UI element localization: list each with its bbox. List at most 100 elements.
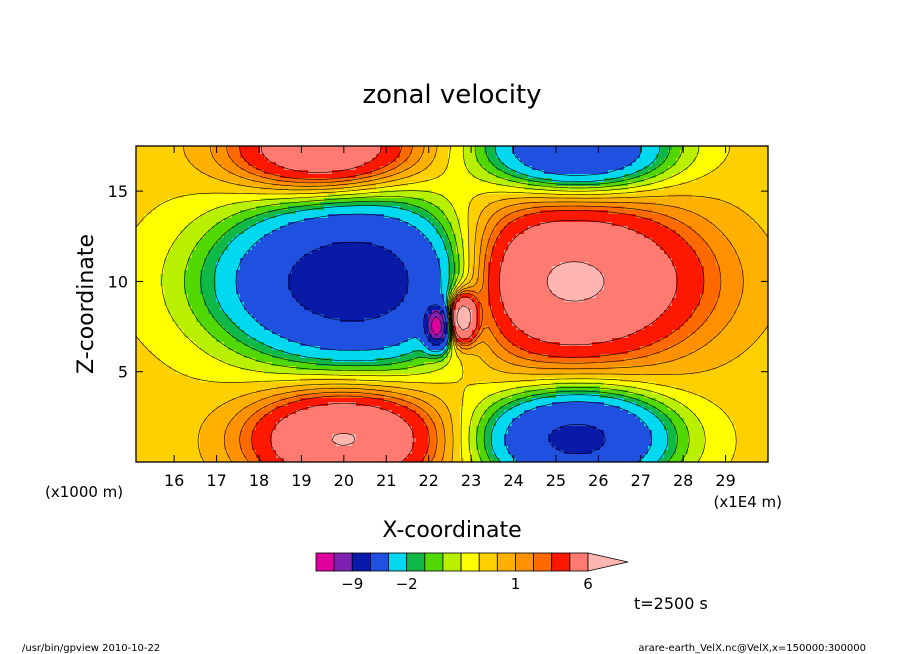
field-cell — [500, 210, 505, 215]
field-cell — [228, 238, 233, 243]
field-cell — [660, 250, 665, 255]
field-cell — [288, 230, 293, 235]
field-cell — [360, 186, 365, 191]
field-cell — [404, 254, 409, 259]
field-cell — [328, 154, 333, 159]
field-cell — [672, 182, 677, 187]
field-cell — [364, 226, 369, 231]
field-cell — [244, 254, 249, 259]
field-cell — [700, 182, 705, 187]
field-cell — [612, 158, 617, 163]
field-cell — [636, 150, 641, 155]
field-cell — [184, 242, 189, 247]
field-cell — [348, 234, 353, 239]
field-cell — [648, 266, 653, 271]
field-cell — [468, 238, 473, 243]
field-cell — [256, 202, 261, 207]
field-cell — [708, 258, 713, 263]
field-cell — [396, 242, 401, 247]
field-cell — [732, 182, 737, 187]
field-cell — [424, 190, 429, 195]
field-cell — [156, 158, 161, 163]
field-cell — [720, 262, 725, 267]
field-cell — [412, 254, 417, 259]
field-cell — [308, 146, 313, 151]
field-cell — [604, 262, 609, 267]
field-cell — [496, 202, 501, 207]
field-cell — [488, 146, 493, 151]
field-cell — [608, 246, 613, 251]
field-cell — [396, 178, 401, 183]
field-cell — [608, 222, 613, 227]
field-cell — [208, 254, 213, 259]
field-cell — [260, 218, 265, 223]
field-cell — [724, 258, 729, 263]
field-cell — [192, 202, 197, 207]
field-cell — [524, 234, 529, 239]
field-cell — [688, 202, 693, 207]
field-cell — [664, 170, 669, 175]
field-cell — [172, 214, 177, 219]
field-cell — [204, 178, 209, 183]
field-cell — [580, 174, 585, 179]
field-cell — [600, 214, 605, 219]
field-cell — [344, 226, 349, 231]
field-cell — [672, 154, 677, 159]
field-cell — [572, 202, 577, 207]
field-cell — [396, 154, 401, 159]
field-cell — [332, 154, 337, 159]
field-cell — [656, 190, 661, 195]
field-cell — [512, 166, 517, 171]
field-cell — [156, 154, 161, 159]
field-cell — [728, 202, 733, 207]
field-cell — [700, 198, 705, 203]
field-cell — [528, 210, 533, 215]
field-cell — [604, 226, 609, 231]
field-cell — [508, 238, 513, 243]
field-cell — [356, 178, 361, 183]
field-cell — [620, 242, 625, 247]
field-cell — [424, 170, 429, 175]
field-cell — [164, 154, 169, 159]
field-cell — [728, 186, 733, 191]
field-cell — [156, 186, 161, 191]
field-cell — [556, 238, 561, 243]
field-cell — [180, 186, 185, 191]
field-cell — [592, 218, 597, 223]
field-cell — [724, 246, 729, 251]
field-cell — [396, 214, 401, 219]
field-cell — [572, 234, 577, 239]
field-cell — [324, 254, 329, 259]
field-cell — [252, 182, 257, 187]
field-cell — [208, 246, 213, 251]
field-cell — [592, 214, 597, 219]
field-cell — [532, 258, 537, 263]
field-cell — [432, 250, 437, 255]
field-cell — [280, 250, 285, 255]
field-cell — [428, 198, 433, 203]
field-cell — [220, 234, 225, 239]
field-cell — [172, 210, 177, 215]
field-cell — [612, 170, 617, 175]
field-cell — [552, 242, 557, 247]
field-cell — [264, 202, 269, 207]
field-cell — [548, 262, 553, 267]
field-cell — [704, 258, 709, 263]
field-cell — [248, 230, 253, 235]
field-cell — [752, 222, 757, 227]
field-cell — [520, 270, 525, 275]
field-cell — [184, 170, 189, 175]
field-cell — [576, 194, 581, 199]
field-cell — [400, 226, 405, 231]
field-cell — [140, 150, 145, 155]
field-cell — [524, 166, 529, 171]
field-cell — [296, 258, 301, 263]
field-cell — [384, 158, 389, 163]
field-cell — [412, 270, 417, 275]
field-cell — [468, 270, 473, 275]
field-cell — [612, 146, 617, 151]
field-cell — [520, 166, 525, 171]
field-cell — [148, 150, 153, 155]
field-cell — [612, 230, 617, 235]
field-cell — [504, 154, 509, 159]
